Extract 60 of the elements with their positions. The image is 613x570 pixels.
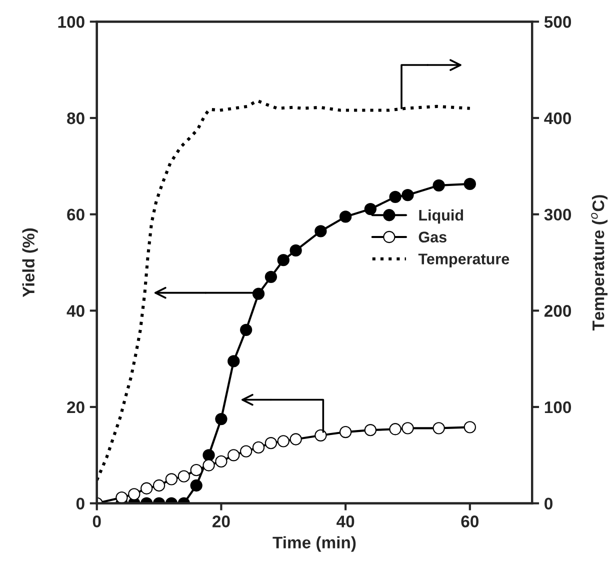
point (339, 210, 352, 223)
y2-tick-label: 300 (544, 208, 572, 221)
y2-tick-label: 0 (544, 498, 552, 510)
point (277, 435, 290, 448)
point (364, 202, 377, 216)
point (252, 288, 265, 300)
point (128, 488, 140, 500)
point (364, 424, 377, 436)
point (202, 449, 215, 462)
x-axis-title: Time (min) (272, 536, 356, 552)
x-tick-label: 0 (92, 516, 101, 528)
y2-tick-label: 400 (544, 112, 572, 124)
point (464, 178, 476, 190)
x-tick-label: 60 (461, 516, 478, 528)
y-tick-label: 40 (66, 305, 84, 317)
y-tick-label: 60 (67, 208, 84, 221)
point (264, 437, 278, 450)
point (116, 491, 128, 504)
point (339, 426, 352, 438)
point (277, 254, 290, 266)
y2-axis-title: Temperature ($^{o}$C) (591, 195, 608, 331)
point (215, 455, 228, 468)
y2-tick-label: 200 (544, 305, 572, 317)
point (464, 421, 476, 434)
point (389, 190, 402, 204)
point (290, 244, 302, 257)
legend-label: Temperature (418, 254, 510, 268)
y2-tick-label: 500 (544, 16, 572, 28)
point (240, 324, 252, 336)
y-tick-label: 100 (58, 16, 84, 28)
point (152, 479, 166, 492)
point (190, 479, 202, 492)
point (240, 445, 252, 458)
y-tick-label: 0 (76, 498, 84, 510)
point (432, 179, 445, 192)
point (290, 433, 302, 446)
y2-tick-label: 100 (544, 401, 572, 414)
point (402, 188, 414, 202)
point (228, 355, 240, 368)
point (202, 459, 215, 472)
point (178, 470, 190, 482)
y-axis-title: Yield (%) (22, 228, 38, 298)
x-tick-label: 20 (212, 516, 230, 528)
point (215, 412, 228, 426)
point (264, 270, 278, 284)
point (314, 429, 327, 442)
x-tick-label: 40 (336, 516, 354, 528)
point (190, 464, 202, 476)
legend-label: Gas (418, 232, 446, 243)
point (165, 473, 178, 486)
point (432, 422, 445, 434)
y-tick-label: 20 (67, 401, 84, 414)
point (140, 482, 153, 494)
y-tick-label: 80 (67, 112, 84, 124)
point (389, 423, 402, 436)
legend-label: Liquid (419, 209, 464, 224)
point (402, 422, 414, 434)
point (314, 225, 327, 238)
point (228, 449, 240, 462)
point (252, 441, 265, 454)
